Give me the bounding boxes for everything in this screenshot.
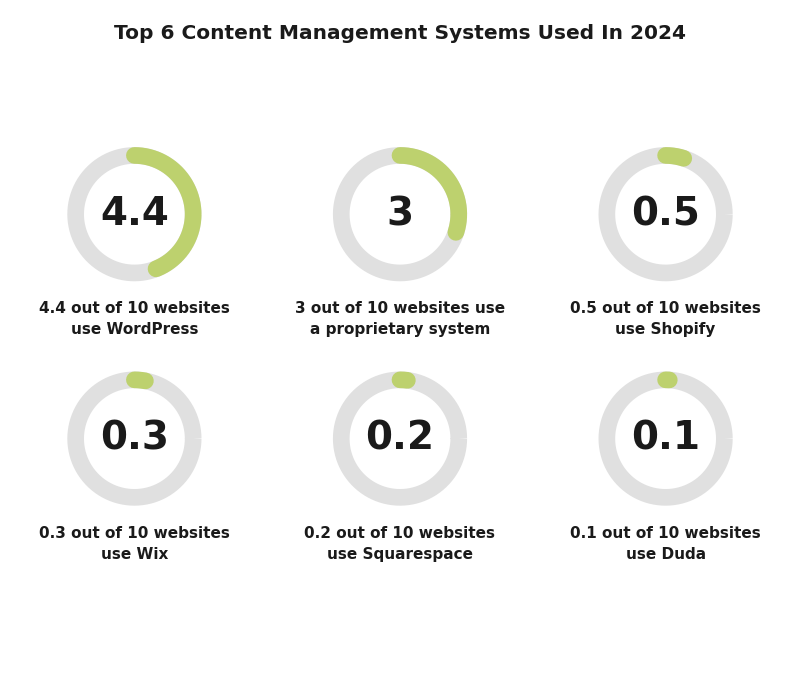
Text: 0.2: 0.2 bbox=[366, 420, 434, 458]
Text: 3: 3 bbox=[386, 195, 414, 233]
Text: 0.1: 0.1 bbox=[631, 420, 700, 458]
Text: 0.3 out of 10 websites
use Wix: 0.3 out of 10 websites use Wix bbox=[39, 526, 230, 562]
Text: 3 out of 10 websites use
a proprietary system: 3 out of 10 websites use a proprietary s… bbox=[295, 301, 505, 337]
Text: Top 6 Content Management Systems Used In 2024: Top 6 Content Management Systems Used In… bbox=[114, 24, 686, 43]
Text: 0.2 out of 10 websites
use Squarespace: 0.2 out of 10 websites use Squarespace bbox=[305, 526, 495, 562]
Text: 0.1 out of 10 websites
use Duda: 0.1 out of 10 websites use Duda bbox=[570, 526, 761, 562]
Text: 4.4: 4.4 bbox=[100, 195, 169, 233]
Text: 4.4 out of 10 websites
use WordPress: 4.4 out of 10 websites use WordPress bbox=[39, 301, 230, 337]
Text: 0.5 out of 10 websites
use Shopify: 0.5 out of 10 websites use Shopify bbox=[570, 301, 761, 337]
Text: 0.5: 0.5 bbox=[631, 195, 700, 233]
Text: 0.3: 0.3 bbox=[100, 420, 169, 458]
